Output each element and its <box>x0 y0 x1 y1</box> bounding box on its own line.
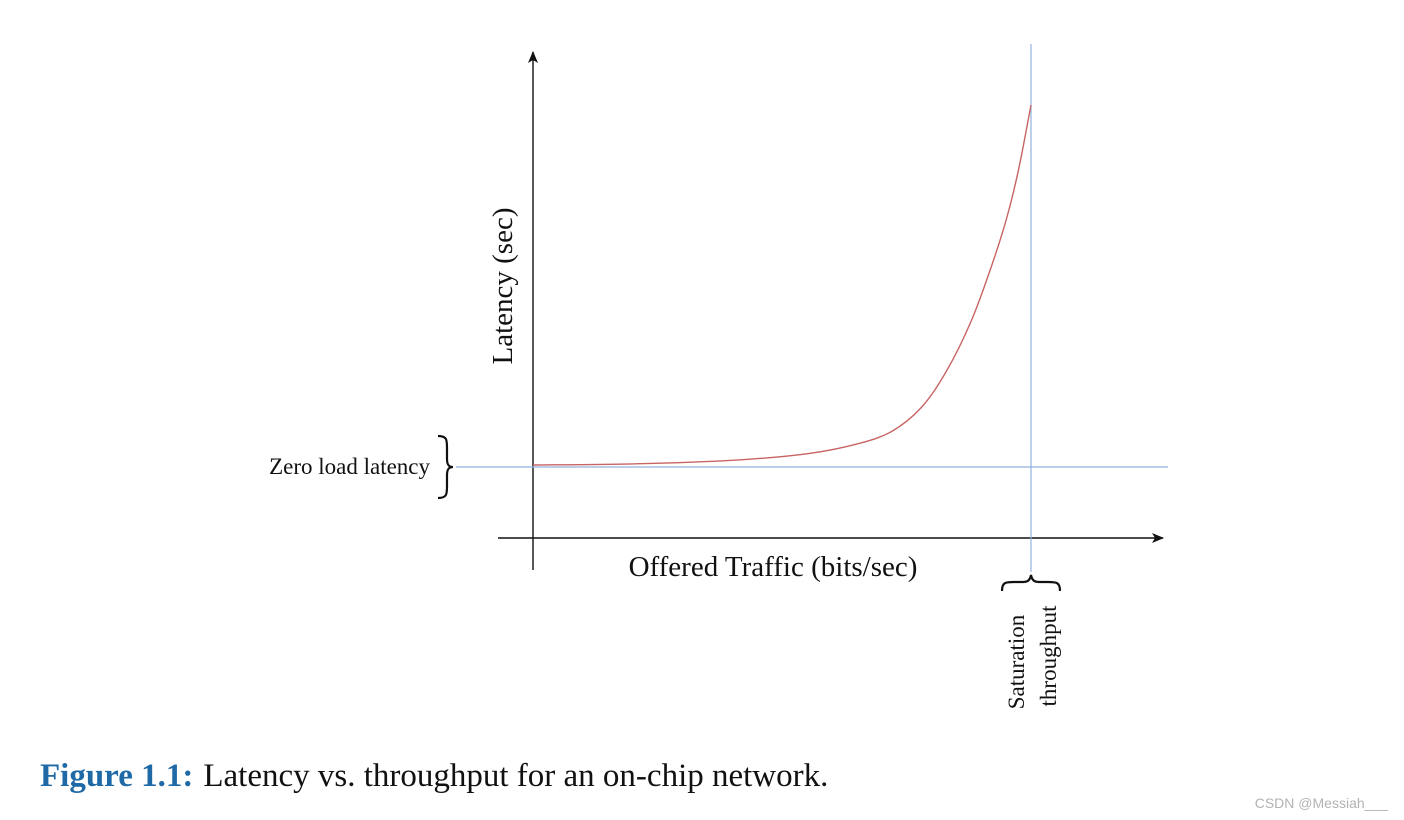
latency-curve <box>532 104 1032 466</box>
figure-caption: Figure 1.1: Latency vs. throughput for an… <box>40 758 828 795</box>
saturation-label-line-1: Saturation <box>1004 614 1029 709</box>
figure-number: Figure 1.1: <box>40 758 194 794</box>
saturation-label-line-2: throughput <box>1036 605 1061 707</box>
y-axis-label: Latency (sec) <box>487 208 519 365</box>
caption-text: Latency vs. throughput for an on-chip ne… <box>203 758 829 794</box>
x-axis-label: Offered Traffic (bits/sec) <box>629 551 918 583</box>
saturation-throughput-brace <box>1000 574 1062 592</box>
watermark: CSDN @Messiah___ <box>1254 795 1388 811</box>
zero-load-latency-label: Zero load latency <box>269 454 430 479</box>
zero-load-latency-brace <box>437 434 454 500</box>
